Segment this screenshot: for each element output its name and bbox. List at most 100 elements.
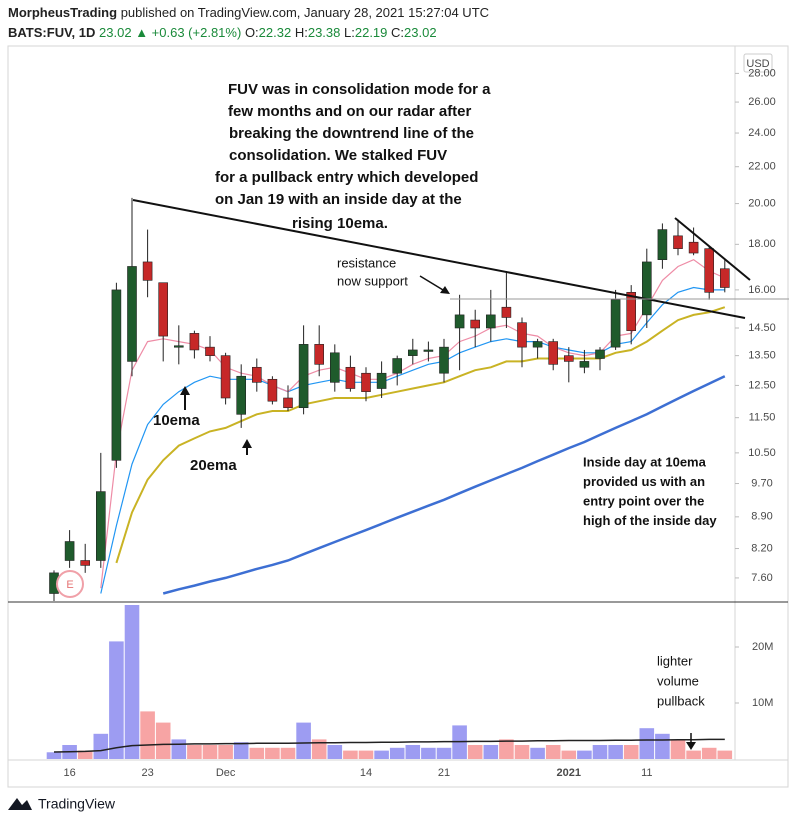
candle-body bbox=[407, 349, 418, 356]
volume-bar bbox=[93, 733, 109, 759]
volume-bar bbox=[218, 745, 233, 759]
trend-line bbox=[132, 199, 746, 319]
y-tick-label: 10.50 bbox=[748, 447, 776, 459]
ohlc-value: 22.19 bbox=[355, 25, 388, 40]
y-tick-label: 13.50 bbox=[748, 350, 776, 362]
ohlc-label: C: bbox=[391, 25, 404, 40]
candle-body bbox=[626, 292, 637, 331]
symbol-line: BATS:FUV, 1D 23.02 ▲ +0.63 (+2.81%) O:22… bbox=[8, 25, 437, 40]
brand: TradingView bbox=[38, 796, 116, 812]
candle-body bbox=[595, 349, 605, 359]
candle-body bbox=[329, 352, 340, 383]
volume-bar bbox=[623, 745, 639, 759]
volume-bar bbox=[545, 745, 561, 759]
candle-body bbox=[158, 282, 168, 337]
annotation: provided us with an bbox=[583, 474, 705, 489]
volume-bar bbox=[140, 711, 155, 759]
symbol: BATS:FUV, 1D bbox=[8, 25, 95, 40]
volume-bar bbox=[327, 745, 343, 759]
candle-body bbox=[485, 314, 496, 329]
candle-body bbox=[657, 229, 668, 260]
candle-body bbox=[111, 289, 122, 461]
volume-bar bbox=[374, 750, 389, 759]
volume-bar bbox=[639, 728, 655, 759]
y-tick-label: 24.00 bbox=[748, 127, 776, 139]
annotations: E FUV was in consolidation mode for a few… bbox=[56, 81, 789, 750]
candle-body bbox=[517, 322, 527, 348]
volume-bar bbox=[249, 747, 265, 759]
annotation: rising 10ema. bbox=[292, 215, 388, 232]
published: published on TradingView.com, January 28… bbox=[121, 5, 489, 20]
annotation: FUV was in consolidation mode for a bbox=[228, 81, 491, 98]
annotation: 10ema bbox=[153, 412, 200, 429]
annotation: breaking the downtrend line of the bbox=[229, 125, 474, 142]
author: MorpheusTrading bbox=[8, 5, 117, 20]
y-tick-label: 28.00 bbox=[748, 67, 776, 79]
annotation: pullback bbox=[657, 693, 705, 708]
volume-bar bbox=[608, 745, 623, 759]
volume-bar bbox=[233, 742, 249, 759]
candle-body bbox=[220, 355, 231, 399]
moving-average bbox=[162, 375, 726, 595]
candle-body bbox=[641, 261, 652, 316]
candle-body bbox=[252, 366, 262, 383]
volume-bar bbox=[109, 641, 124, 759]
arrow-head bbox=[440, 286, 450, 294]
volume-bar bbox=[171, 739, 187, 759]
earnings-icon[interactable]: E bbox=[66, 579, 73, 591]
y-tick-label: 12.50 bbox=[748, 379, 776, 391]
volume-bar bbox=[561, 750, 577, 759]
logo-mark bbox=[8, 798, 32, 810]
volume-pane bbox=[46, 605, 733, 759]
header-line: MorpheusTrading published on TradingView… bbox=[8, 5, 489, 20]
annotation: entry point over the bbox=[583, 493, 704, 508]
ohlc-label: H: bbox=[295, 25, 308, 40]
x-tick-label: 23 bbox=[141, 767, 153, 779]
volume-bar bbox=[499, 739, 514, 759]
volume-ma bbox=[53, 738, 725, 753]
ohlc-value: 23.02 bbox=[404, 25, 437, 40]
volume-bar bbox=[46, 752, 62, 759]
arrow-head bbox=[180, 386, 190, 395]
candle-body bbox=[142, 261, 153, 281]
volume-bar bbox=[187, 745, 202, 759]
candle-body bbox=[563, 355, 574, 362]
annotation: resistance bbox=[337, 255, 396, 270]
moving-average bbox=[115, 306, 726, 564]
volume-bar bbox=[686, 750, 701, 759]
x-tick-label: 21 bbox=[438, 767, 450, 779]
candle-body bbox=[673, 235, 683, 249]
volume-bar bbox=[358, 750, 374, 759]
volume-bar bbox=[467, 745, 483, 759]
candle-body bbox=[345, 366, 356, 389]
y-tick-label: 20.00 bbox=[748, 197, 776, 209]
y-tick-label: 8.20 bbox=[751, 542, 772, 554]
y-tick-label: 14.50 bbox=[748, 322, 776, 334]
candle-body bbox=[392, 358, 403, 374]
y-tick-label: 22.00 bbox=[748, 161, 776, 173]
ohlc-value: 23.38 bbox=[308, 25, 341, 40]
annotation: high of the inside day bbox=[583, 513, 717, 528]
volume-bar bbox=[421, 747, 436, 759]
candle-body bbox=[704, 248, 715, 293]
candle-body bbox=[454, 314, 465, 329]
currency-box bbox=[743, 53, 773, 73]
x-tick-label: Dec bbox=[216, 767, 236, 779]
volume-bar bbox=[389, 747, 405, 759]
candle-body bbox=[236, 375, 246, 415]
volume-bar bbox=[670, 739, 686, 759]
annotation: 20ema bbox=[190, 457, 237, 474]
y-tick-label: 26.00 bbox=[748, 96, 776, 108]
candle-body bbox=[314, 344, 325, 365]
y-tick-label: 7.60 bbox=[751, 572, 772, 584]
earnings-marker[interactable] bbox=[56, 570, 84, 598]
candle-body bbox=[298, 344, 309, 409]
candle-body bbox=[174, 345, 184, 348]
trend-line bbox=[674, 217, 751, 281]
last-price: 23.02 bbox=[99, 25, 132, 40]
candle-body bbox=[719, 268, 730, 288]
x-tick-label: 16 bbox=[63, 767, 75, 779]
x-tick-label: 2021 bbox=[557, 767, 581, 779]
